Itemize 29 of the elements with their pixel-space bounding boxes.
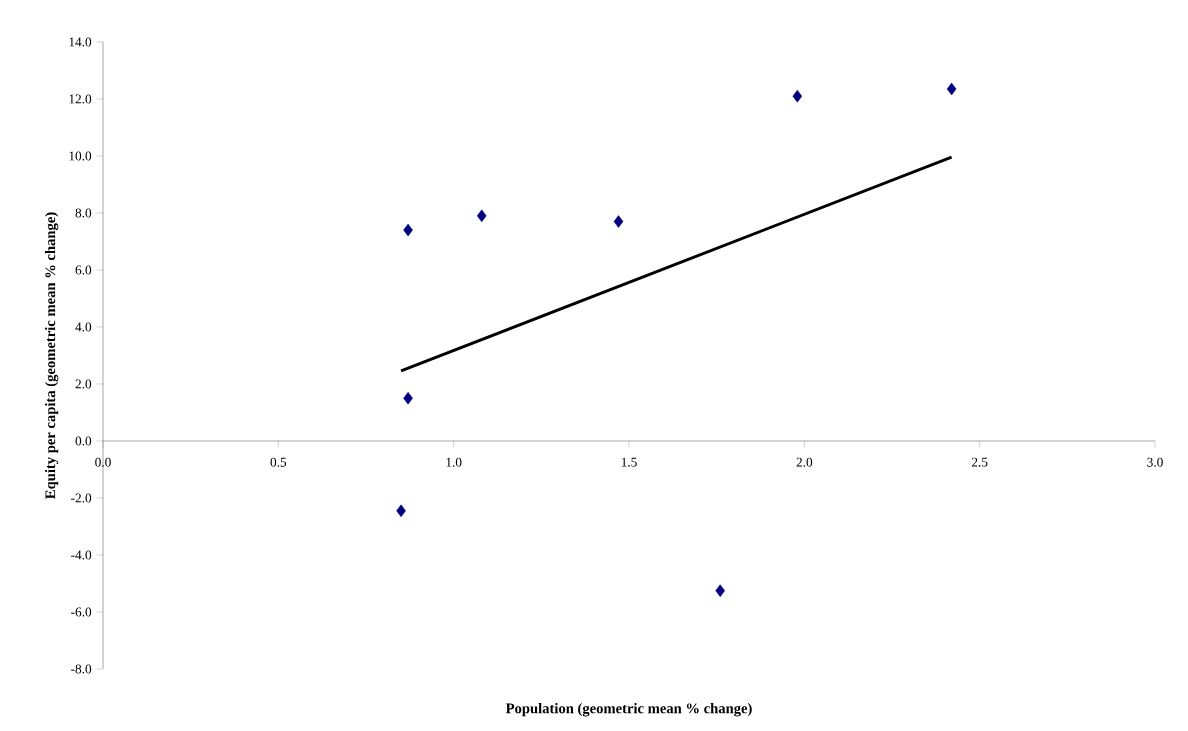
x-tick-label: 0.0 (95, 457, 111, 467)
point (715, 584, 725, 597)
point (946, 82, 957, 96)
y-axis-title: Equity per capita (geometric mean % change) (44, 212, 59, 499)
y-tick-label: 14.0 (69, 37, 92, 47)
x-tick-label: 3.0 (1147, 457, 1163, 467)
x-tick-label: 2.5 (971, 457, 988, 467)
x-axis-title: Population (geometric mean % change) (505, 703, 752, 717)
point (476, 209, 487, 223)
x-tick-label: 2.0 (796, 457, 813, 467)
y-tick-label: 12.0 (69, 94, 92, 104)
y-tick-label: 2.0 (75, 379, 92, 389)
y-tick-label: -6.0 (71, 607, 92, 617)
x-tick-label: 0.5 (270, 457, 287, 467)
y-tick-label: 8.0 (75, 208, 92, 218)
point (403, 223, 413, 237)
point (792, 89, 803, 103)
y-tick-label: 0.0 (75, 436, 92, 446)
x-tick-label: 1.5 (621, 457, 637, 467)
point (613, 215, 624, 228)
y-tick-label: 6.0 (75, 265, 92, 275)
point (403, 391, 413, 405)
y-tick-label: -2.0 (71, 493, 92, 503)
y-tick-label: -8.0 (71, 664, 92, 674)
y-tick-label: 10.0 (69, 151, 92, 161)
y-tick-label: -4.0 (71, 550, 92, 560)
point (396, 504, 406, 518)
x-tick-label: 1.0 (446, 457, 462, 467)
y-tick-label: 4.0 (75, 322, 92, 332)
